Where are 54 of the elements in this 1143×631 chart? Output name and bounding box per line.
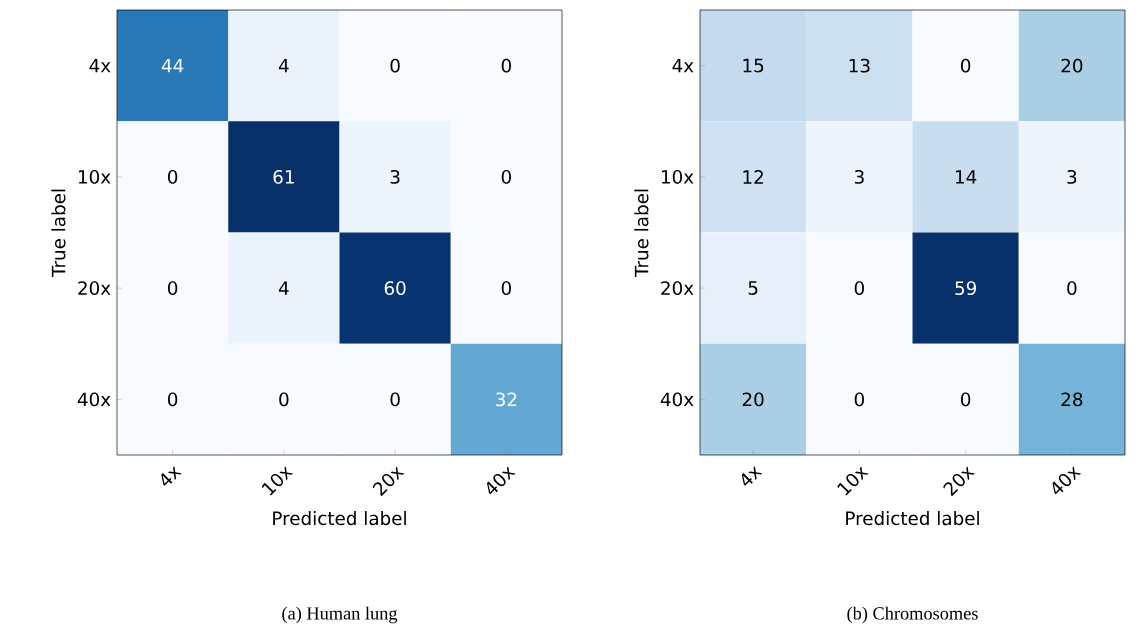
x-tick-label: 10x bbox=[837, 466, 869, 496]
data-label: 4 bbox=[278, 58, 289, 73]
data-label: 3 bbox=[390, 169, 400, 184]
x-tick-label: 4x bbox=[161, 466, 182, 486]
data-label: 12 bbox=[743, 170, 763, 184]
data-label: 13 bbox=[849, 58, 870, 73]
data-label: 0 bbox=[390, 392, 400, 407]
data-label: 60 bbox=[384, 281, 406, 296]
data-label: 32 bbox=[496, 392, 517, 407]
data-label: 28 bbox=[1061, 392, 1083, 407]
y-tick-label: 10x bbox=[661, 169, 694, 184]
y-axis-title: True label bbox=[634, 189, 649, 278]
data-label: 44 bbox=[161, 58, 184, 73]
data-label: 0 bbox=[501, 281, 511, 296]
data-label: 0 bbox=[961, 392, 971, 407]
x-axis-title: Predicted label bbox=[273, 511, 406, 526]
data-label: 0 bbox=[390, 58, 400, 73]
data-label: 61 bbox=[273, 169, 294, 184]
data-label: 14 bbox=[955, 170, 977, 184]
x-tick-label: 40x bbox=[1052, 466, 1082, 495]
data-label: 0 bbox=[1067, 281, 1077, 296]
data-label: 0 bbox=[854, 281, 864, 296]
y-tick-label: 20x bbox=[661, 281, 694, 296]
data-label: 20 bbox=[742, 392, 764, 407]
data-label: 0 bbox=[854, 392, 864, 407]
x-tick-label: 4x bbox=[741, 466, 763, 486]
data-label: 3 bbox=[1067, 169, 1077, 184]
x-tick-label: 20x bbox=[372, 466, 405, 497]
data-label: 0 bbox=[501, 169, 511, 184]
data-label: 0 bbox=[168, 169, 178, 184]
data-label: 0 bbox=[168, 281, 178, 296]
data-label: 4 bbox=[278, 281, 289, 295]
x-axis-title: Predicted label bbox=[846, 511, 979, 526]
text: (b) Chromosomes bbox=[847, 606, 978, 624]
y-tick-label: 4x bbox=[89, 58, 111, 73]
y-tick-label: 10x bbox=[78, 169, 111, 184]
data-label: 15 bbox=[743, 58, 764, 73]
y-axis-title: True label bbox=[51, 189, 66, 278]
data-label: 3 bbox=[854, 169, 864, 184]
y-tick-label: 40x bbox=[660, 392, 694, 407]
y-tick-label: 4x bbox=[672, 58, 694, 73]
y-tick-label: 40x bbox=[77, 392, 111, 407]
data-label: 0 bbox=[961, 58, 971, 73]
data-label: 0 bbox=[168, 392, 178, 407]
data-label: 0 bbox=[501, 58, 511, 73]
data-label: 20 bbox=[1061, 58, 1083, 73]
x-tick-label: 10x bbox=[261, 466, 294, 496]
data-label: 0 bbox=[279, 392, 289, 407]
y-tick-label: 20x bbox=[78, 281, 111, 296]
data-label: 5 bbox=[748, 281, 758, 295]
data-label: 59 bbox=[955, 281, 976, 296]
text: (a) Human lung bbox=[282, 606, 398, 624]
x-tick-label: 20x bbox=[943, 466, 975, 497]
x-tick-label: 40x bbox=[486, 466, 516, 495]
